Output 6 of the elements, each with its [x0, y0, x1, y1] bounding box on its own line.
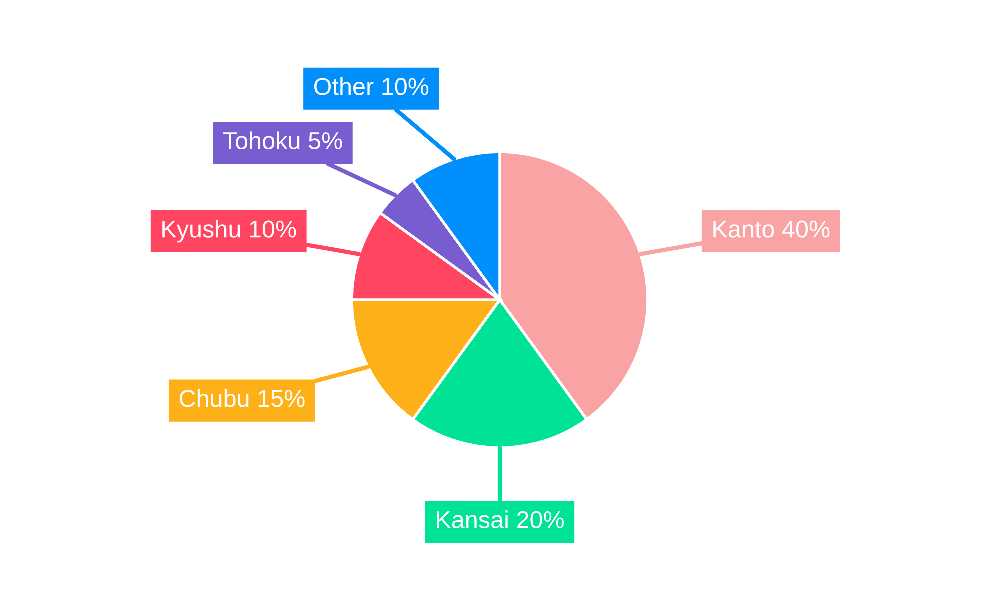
slice-label: Kyushu 10% [162, 220, 296, 243]
slice-label: Chubu 15% [180, 389, 305, 408]
slice-label: Tohoku 5% [223, 132, 342, 150]
slice-label: Other 10% [314, 78, 429, 96]
slice-label: Kansai 20% [437, 510, 564, 529]
slice-label: Kanto 40% [714, 220, 830, 238]
